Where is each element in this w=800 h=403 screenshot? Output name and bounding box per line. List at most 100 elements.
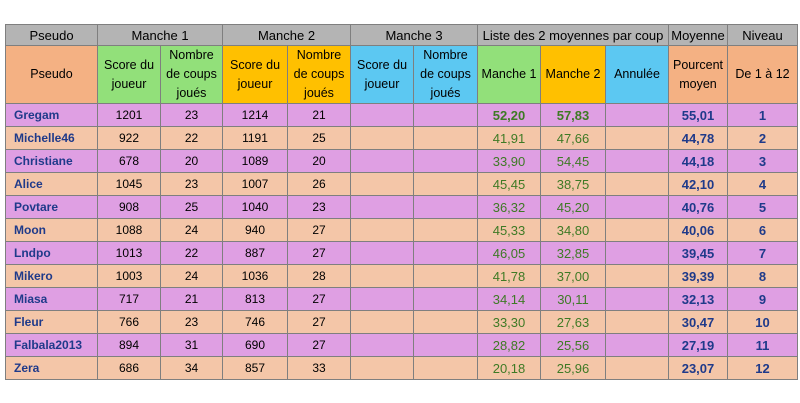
cell: 22 [160,126,223,150]
cell: 857 [222,356,288,380]
cell: 46,05 [477,241,541,265]
group-header: Manche 1 [97,24,223,46]
cell: Fleur [5,310,98,334]
cell: 33,30 [477,310,541,334]
cell: 44,18 [668,149,728,173]
data-row: Miasa 717 21 813 27 34,14 30,11 32,13 9 [5,287,798,311]
group-header: Pseudo [5,24,98,46]
cell: 25,56 [540,333,606,357]
cell: 39,45 [668,241,728,265]
data-row: Moon 1088 24 940 27 45,33 34,80 40,06 6 [5,218,798,242]
column-header: Score du joueur [222,45,288,104]
cell: 39,39 [668,264,728,288]
empty-cell [413,149,478,173]
cell: 21 [160,287,223,311]
cell: 894 [97,333,161,357]
cell: 690 [222,333,288,357]
empty-cell [413,287,478,311]
group-header: Liste des 2 moyennes par coup [477,24,669,46]
column-header: Annulée [605,45,669,104]
column-header: Score du joueur [350,45,414,104]
empty-cell [605,172,669,196]
cell: 57,83 [540,103,606,127]
cell: 34,14 [477,287,541,311]
data-row: Michelle46 922 22 1191 25 41,91 47,66 44,78 2 [5,126,798,150]
data-row: Gregam 1201 23 1214 21 52,20 57,83 55,01 1 [5,103,798,127]
empty-cell [605,241,669,265]
cell: 44,78 [668,126,728,150]
data-row: Christiane 678 20 1089 20 33,90 54,45 44,18 3 [5,149,798,173]
cell: 37,00 [540,264,606,288]
cell: 40,06 [668,218,728,242]
cell: 1088 [97,218,161,242]
cell: 55,01 [668,103,728,127]
cell: 12 [727,356,798,380]
cell: 21 [287,103,351,127]
cell: 47,66 [540,126,606,150]
cell: 686 [97,356,161,380]
cell: 45,33 [477,218,541,242]
column-header: De 1 à 12 [727,45,798,104]
empty-cell [350,126,414,150]
group-row: Pseudo Manche 1 Manche 2 Manche 3 Liste des … [5,24,798,46]
cell: 1040 [222,195,288,219]
cell: Christiane [5,149,98,173]
cell: 766 [97,310,161,334]
group-header: Manche 3 [350,24,478,46]
cell: 6 [727,218,798,242]
cell: 26 [287,172,351,196]
cell: 28,82 [477,333,541,357]
empty-cell [605,264,669,288]
score-table: Pseudo Manche 1 Manche 2 Manche 3 Liste des … [5,24,798,380]
empty-cell [350,241,414,265]
cell: 27 [287,287,351,311]
cell: 717 [97,287,161,311]
cell: 27,19 [668,333,728,357]
cell: 42,10 [668,172,728,196]
empty-cell [605,126,669,150]
data-row: Mikero 1003 24 1036 28 41,78 37,00 39,39 8 [5,264,798,288]
cell: 25 [287,126,351,150]
empty-cell [605,195,669,219]
empty-cell [413,241,478,265]
cell: 38,75 [540,172,606,196]
cell: 10 [727,310,798,334]
empty-cell [413,356,478,380]
cell: Alice [5,172,98,196]
cell: 2 [727,126,798,150]
empty-cell [350,172,414,196]
cell: 1007 [222,172,288,196]
empty-cell [413,218,478,242]
cell: 27 [287,218,351,242]
data-row: Falbala2013 894 31 690 27 28,82 25,56 27,19 11 [5,333,798,357]
cell: 40,76 [668,195,728,219]
cell: Lndpo [5,241,98,265]
cell: 1045 [97,172,161,196]
empty-cell [413,172,478,196]
cell: Gregam [5,103,98,127]
group-header: Niveau [727,24,798,46]
cell: 31 [160,333,223,357]
cell: 41,91 [477,126,541,150]
cell: 1214 [222,103,288,127]
cell: 8 [727,264,798,288]
cell: 1191 [222,126,288,150]
cell: 20 [287,149,351,173]
cell: 678 [97,149,161,173]
cell: 27,63 [540,310,606,334]
cell: 30,47 [668,310,728,334]
column-header: Pseudo [5,45,98,104]
empty-cell [350,149,414,173]
empty-cell [605,310,669,334]
column-header: Manche 2 [540,45,606,104]
cell: 27 [287,333,351,357]
empty-cell [350,264,414,288]
data-row: Fleur 766 23 746 27 33,30 27,63 30,47 10 [5,310,798,334]
cell: Moon [5,218,98,242]
cell: 27 [287,310,351,334]
cell: 25 [160,195,223,219]
empty-cell [350,103,414,127]
cell: 1 [727,103,798,127]
cell: 922 [97,126,161,150]
cell: 23 [160,310,223,334]
